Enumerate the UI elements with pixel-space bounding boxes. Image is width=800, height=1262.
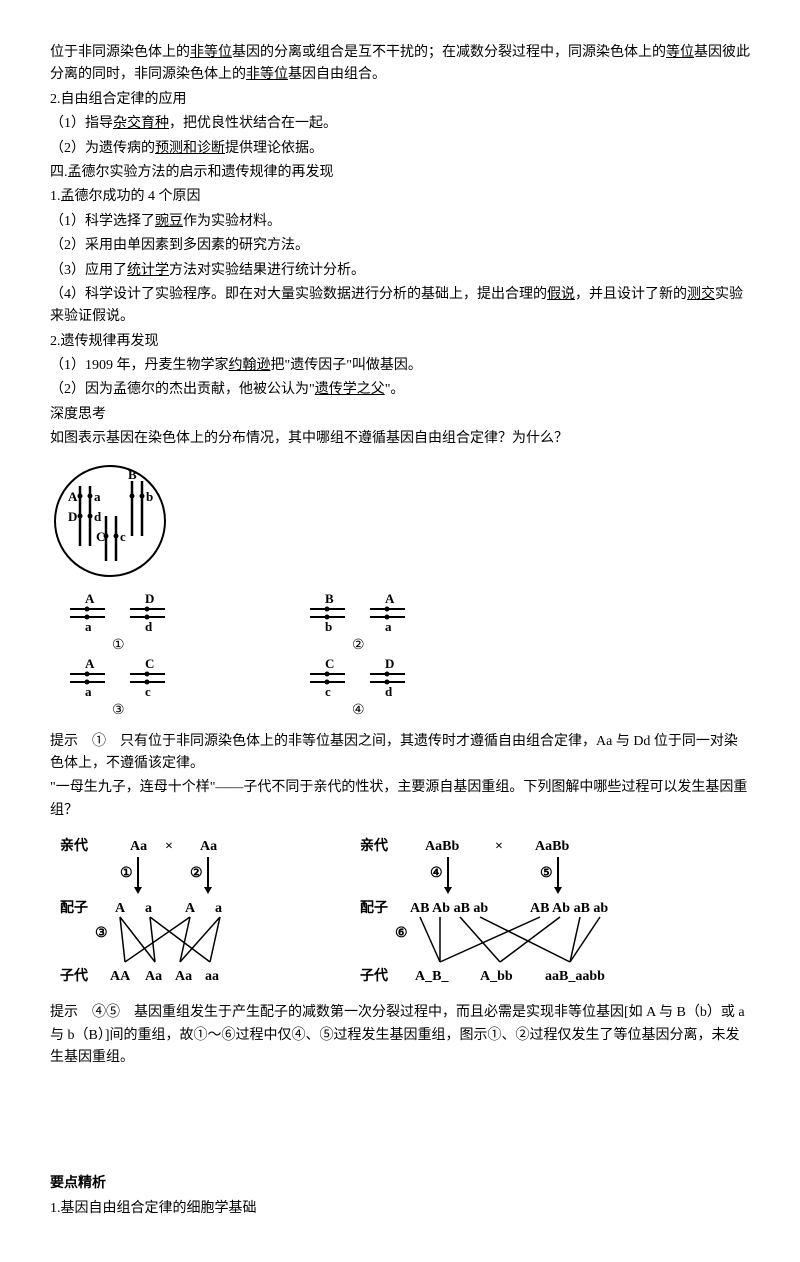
section-4-2-line1: （1）1909 年，丹麦生物学家约翰逊把"遗传因子"叫做基因。	[50, 355, 750, 377]
svg-text:a: a	[85, 684, 92, 699]
keypoints-title: 要点精析	[50, 1173, 750, 1195]
svg-text:配子: 配子	[60, 900, 88, 916]
svg-text:A: A	[385, 591, 395, 606]
svg-text:c: c	[120, 529, 126, 544]
svg-text:配子: 配子	[360, 900, 388, 916]
svg-text:a: a	[85, 619, 92, 634]
hint-2: 提示 ④⑤ 基因重组发生于产生配子的减数第一次分裂过程中，而且必需是实现非等位基…	[50, 1002, 750, 1069]
section-4-2-line2: （2）因为孟德尔的杰出贡献，他被公认为"遗传学之父"。	[50, 379, 750, 401]
svg-text:A: A	[185, 901, 196, 916]
section-2-line1: （1）指导杂交育种，把优良性状结合在一起。	[50, 113, 750, 135]
paragraph-1: 位于非同源染色体上的非等位基因的分离或组合是互不干扰的；在减数分裂过程中，同源染…	[50, 42, 750, 87]
section-4-title: 四.孟德尔实验方法的启示和遗传规律的再发现	[50, 162, 750, 184]
svg-text:c: c	[325, 684, 331, 699]
svg-text:aa: aa	[205, 969, 219, 984]
deep-think-title: 深度思考	[50, 404, 750, 426]
svg-text:AB Ab aB ab: AB Ab aB ab	[530, 901, 608, 916]
svg-text:×: ×	[495, 839, 503, 854]
svg-text:aaB_aabb: aaB_aabb	[545, 969, 605, 984]
svg-text:a: a	[215, 901, 222, 916]
svg-text:d: d	[385, 684, 393, 699]
svg-text:①: ①	[120, 866, 133, 881]
svg-text:C: C	[145, 656, 154, 671]
svg-text:d: d	[145, 619, 153, 634]
svg-text:AaBb: AaBb	[425, 839, 459, 854]
question-2: "一母生九子，连母十个样"——子代不同于亲代的性状，主要源自基因重组。下列图解中…	[50, 777, 750, 822]
section-4-1-title: 1.孟德尔成功的 4 个原因	[50, 186, 750, 208]
svg-text:Aa: Aa	[130, 839, 147, 854]
svg-text:C: C	[325, 656, 334, 671]
svg-text:②: ②	[190, 866, 203, 881]
svg-text:A: A	[68, 489, 78, 504]
svg-text:子代: 子代	[360, 967, 388, 984]
svg-text:亲代: 亲代	[360, 837, 388, 854]
section-2-line2: （2）为遗传病的预测和诊断提供理论依据。	[50, 138, 750, 160]
svg-text:Aa: Aa	[200, 839, 217, 854]
section-4-1-line3: （3）应用了统计学方法对实验结果进行统计分析。	[50, 260, 750, 282]
svg-text:亲代: 亲代	[60, 837, 88, 854]
svg-text:A: A	[115, 901, 126, 916]
svg-text:⑤: ⑤	[540, 866, 553, 881]
svg-text:c: c	[145, 684, 151, 699]
section-2-title: 2.自由组合定律的应用	[50, 89, 750, 111]
svg-text:D: D	[68, 509, 77, 524]
keypoints-line1: 1.基因自由组合定律的细胞学基础	[50, 1198, 750, 1220]
section-4-1-line4: （4）科学设计了实验程序。即在对大量实验数据进行分析的基础上，提出合理的假说，并…	[50, 284, 750, 329]
chromosome-options: A a D d ① B b A a ② A a C c ③ C c D	[50, 591, 750, 721]
svg-text:a: a	[145, 901, 152, 916]
section-4-1-line1: （1）科学选择了豌豆作为实验材料。	[50, 211, 750, 233]
svg-text:×: ×	[165, 839, 173, 854]
svg-text:C: C	[96, 529, 105, 544]
section-4-1-line2: （2）采用由单因素到多因素的研究方法。	[50, 235, 750, 257]
svg-text:②: ②	[352, 638, 365, 653]
cross-diagram: 亲代 Aa×Aa ①② 配子 AaAa ③ 子代 AAAaAaaa 亲代 AaB…	[50, 832, 750, 992]
svg-text:D: D	[145, 591, 154, 606]
svg-text:D: D	[385, 656, 394, 671]
svg-text:④: ④	[352, 703, 365, 718]
svg-text:①: ①	[112, 638, 125, 653]
svg-text:B: B	[128, 467, 137, 482]
chromosome-circle-diagram: A a D d C c B b	[50, 461, 750, 581]
svg-text:A: A	[85, 591, 95, 606]
svg-text:③: ③	[95, 926, 108, 941]
svg-text:A_B_: A_B_	[415, 969, 449, 984]
svg-text:B: B	[325, 591, 334, 606]
svg-text:Aa: Aa	[175, 969, 192, 984]
svg-text:A: A	[85, 656, 95, 671]
svg-text:b: b	[325, 619, 332, 634]
hint-1: 提示 ① 只有位于非同源染色体上的非等位基因之间，其遗传时才遵循自由组合定律，A…	[50, 731, 750, 776]
deep-think-q1: 如图表示基因在染色体上的分布情况，其中哪组不遵循基因自由组合定律？为什么？	[50, 428, 750, 450]
svg-text:⑥: ⑥	[395, 926, 408, 941]
section-4-2-title: 2.遗传规律再发现	[50, 331, 750, 353]
svg-text:d: d	[94, 509, 102, 524]
svg-text:A_bb: A_bb	[480, 969, 513, 984]
svg-text:AA: AA	[110, 969, 131, 984]
svg-text:a: a	[385, 619, 392, 634]
svg-text:a: a	[94, 489, 101, 504]
svg-text:b: b	[146, 489, 153, 504]
svg-text:③: ③	[112, 703, 125, 718]
svg-text:④: ④	[430, 866, 443, 881]
svg-text:子代: 子代	[60, 967, 88, 984]
svg-text:AB Ab aB ab: AB Ab aB ab	[410, 901, 488, 916]
svg-text:AaBb: AaBb	[535, 839, 569, 854]
svg-text:Aa: Aa	[145, 969, 162, 984]
